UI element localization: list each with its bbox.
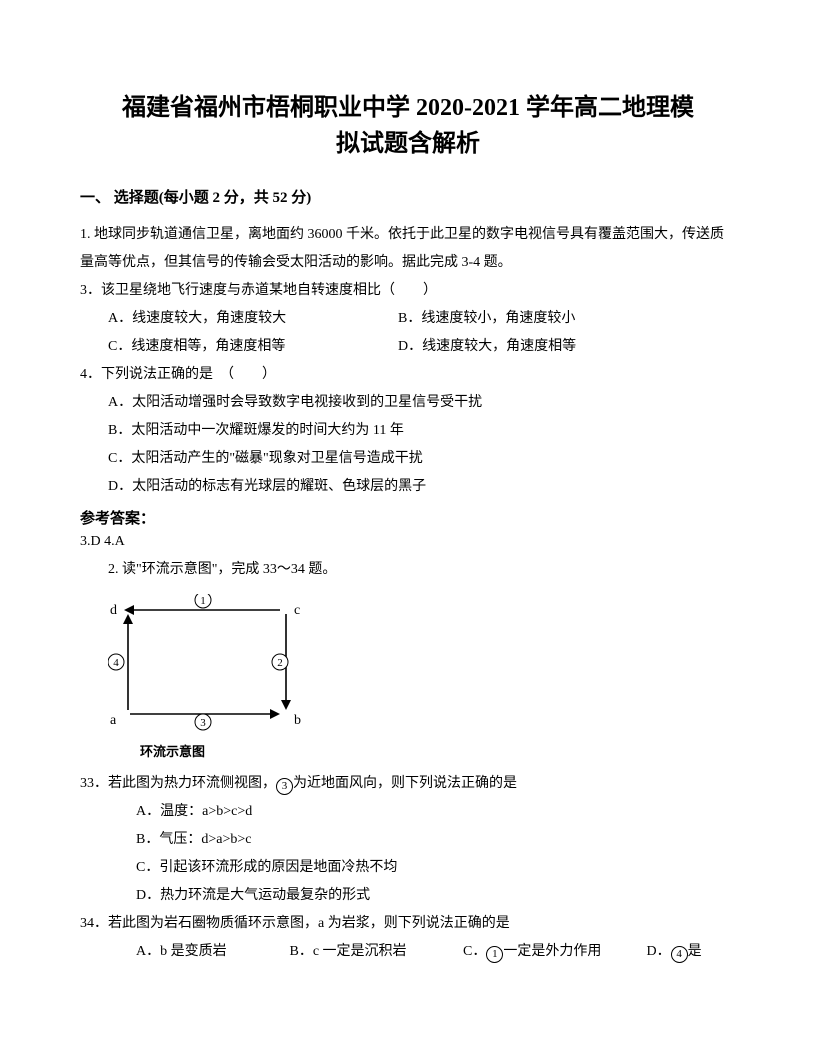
svg-text:4: 4 bbox=[113, 657, 119, 669]
circulation-diagram: d c a b 1 2 3 4 bbox=[108, 594, 736, 739]
q3-stem: 3．该卫星绕地飞行速度与赤道某地自转速度相比（ ） bbox=[80, 277, 736, 305]
q34-opt-a: A．b 是变质岩 bbox=[136, 938, 286, 966]
q4-opt-c: C．太阳活动产生的"磁暴"现象对卫星信号造成干扰 bbox=[80, 445, 736, 473]
q4-opt-a: A．太阳活动增强时会导致数字电视接收到的卫星信号受干扰 bbox=[80, 389, 736, 417]
q34-stem: 34．若此图为岩石圈物质循环示意图，a 为岩浆，则下列说法正确的是 bbox=[80, 910, 736, 938]
q34-opt-d: D．4是 bbox=[647, 944, 702, 959]
diagram-svg: d c a b 1 2 3 4 bbox=[108, 594, 308, 734]
q3-options: A．线速度较大，角速度较大B．线速度较小，角速度较小 C．线速度相等，角速度相等… bbox=[80, 305, 736, 361]
q34-options: A．b 是变质岩 B．c 一定是沉积岩 C．1一定是外力作用 D．4是 bbox=[80, 938, 736, 966]
svg-text:3: 3 bbox=[200, 717, 206, 729]
q3-opt-a: A．线速度较大，角速度较大 bbox=[108, 305, 398, 333]
q3-opt-c: C．线速度相等，角速度相等 bbox=[108, 333, 398, 361]
q4-opt-d: D．太阳活动的标志有光球层的耀斑、色球层的黑子 bbox=[80, 473, 736, 501]
answer-3-4: 3.D 4.A bbox=[80, 528, 736, 556]
svg-text:1: 1 bbox=[200, 595, 206, 607]
section-1-heading: 一、 选择题(每小题 2 分，共 52 分) bbox=[80, 186, 736, 207]
diagram-caption: 环流示意图 bbox=[140, 741, 736, 760]
q33-rendered: 33．若此图为热力环流侧视图，3为近地面风向，则下列说法正确的是 bbox=[80, 776, 517, 791]
svg-text:b: b bbox=[294, 713, 301, 728]
answer-label: 参考答案： bbox=[80, 507, 736, 528]
q1-intro: 1. 地球同步轨道通信卫星，离地面约 36000 千米。依托于此卫星的数字电视信… bbox=[80, 221, 736, 277]
q34-opt-b: B．c 一定是沉积岩 bbox=[290, 938, 460, 966]
q33-opt-a: A．温度：a>b>c>d bbox=[80, 798, 736, 826]
q3-opt-b: B．线速度较小，角速度较小 bbox=[398, 311, 575, 326]
exam-page: 福建省福州市梧桐职业中学 2020-2021 学年高二地理模 拟试题含解析 一、… bbox=[0, 0, 816, 1056]
q33-opt-c: C．引起该环流形成的原因是地面冷热不均 bbox=[80, 854, 736, 882]
q34-opt-c: C．1一定是外力作用 bbox=[463, 938, 643, 966]
title-line-1: 福建省福州市梧桐职业中学 2020-2021 学年高二地理模 bbox=[122, 95, 694, 121]
q3-opt-d: D．线速度较大，角速度相等 bbox=[398, 339, 576, 354]
page-title: 福建省福州市梧桐职业中学 2020-2021 学年高二地理模 拟试题含解析 bbox=[80, 90, 736, 162]
title-line-2: 拟试题含解析 bbox=[336, 131, 480, 157]
svg-text:c: c bbox=[294, 603, 300, 618]
svg-text:2: 2 bbox=[277, 657, 283, 669]
svg-text:a: a bbox=[110, 713, 117, 728]
q2-stem: 2. 读"环流示意图"，完成 33～34 题。 bbox=[80, 556, 736, 584]
q33-opt-d: D．热力环流是大气运动最复杂的形式 bbox=[80, 882, 736, 910]
svg-text:d: d bbox=[110, 603, 117, 618]
q4-stem: 4．下列说法正确的是 （ ） bbox=[80, 361, 736, 389]
q33-opt-b: B．气压：d>a>b>c bbox=[80, 826, 736, 854]
q4-opt-b: B．太阳活动中一次耀斑爆发的时间大约为 11 年 bbox=[80, 417, 736, 445]
q33-stem: 33．若此图为热力环流侧视图，③为近地面风向，则下列说法正确的是 33．若此图为… bbox=[80, 770, 736, 798]
